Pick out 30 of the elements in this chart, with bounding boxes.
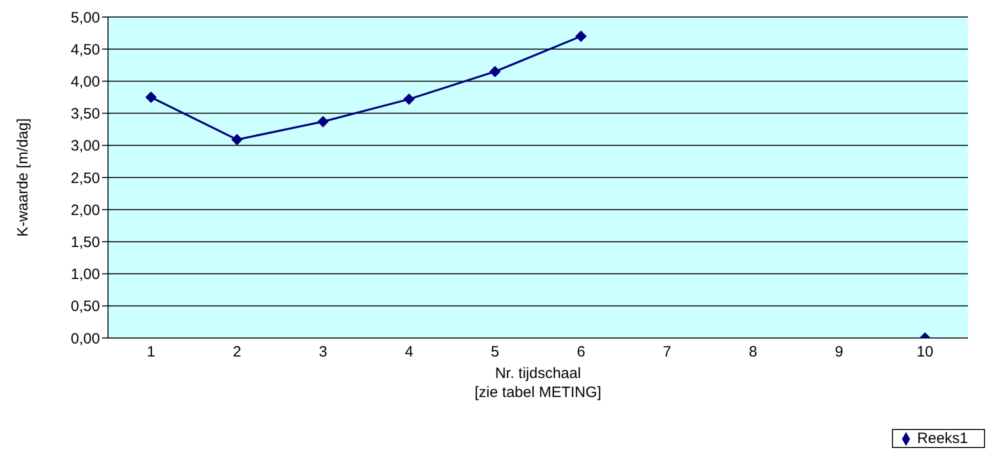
x-tick-label: 2 [232, 344, 242, 361]
point [490, 66, 500, 78]
y-tick-label: 3,50 [70, 106, 100, 123]
point [232, 134, 242, 146]
y-tick-label: 4,00 [70, 74, 100, 91]
y-tick-label: 1,50 [70, 234, 100, 252]
x-tick-label: 10 [916, 344, 934, 361]
legend-label: Reeks1 [917, 430, 968, 447]
point [146, 92, 156, 103]
x-tick-label: 6 [576, 344, 586, 361]
x-axis-title: Nr. tijdschaal [zie tabel METING] [474, 365, 602, 401]
point [576, 30, 586, 42]
x-tick-label: 7 [662, 344, 672, 361]
y-tick-label: 4,50 [70, 41, 100, 58]
x-tick-label: 5 [490, 344, 500, 361]
y-tick-label: 0,50 [70, 298, 100, 316]
y-tick-label: 1,00 [70, 266, 100, 284]
y-tick-label: 0,00 [70, 330, 100, 348]
y-tick-label: 2,50 [70, 170, 100, 187]
y-tick-label: 3,00 [70, 138, 100, 155]
y-tick-label: 2,00 [70, 202, 100, 219]
x-tick-label: 9 [834, 344, 844, 361]
point [404, 94, 414, 105]
y-axis-title: K-waarde [m/dag] [14, 118, 32, 237]
point [318, 116, 328, 128]
y-tick-label: 5,00 [70, 9, 100, 26]
x-tick-label: 4 [404, 344, 414, 361]
x-tick-label: 1 [146, 344, 156, 361]
x-tick-label: 8 [748, 344, 758, 361]
x-tick-label: 3 [318, 344, 328, 361]
